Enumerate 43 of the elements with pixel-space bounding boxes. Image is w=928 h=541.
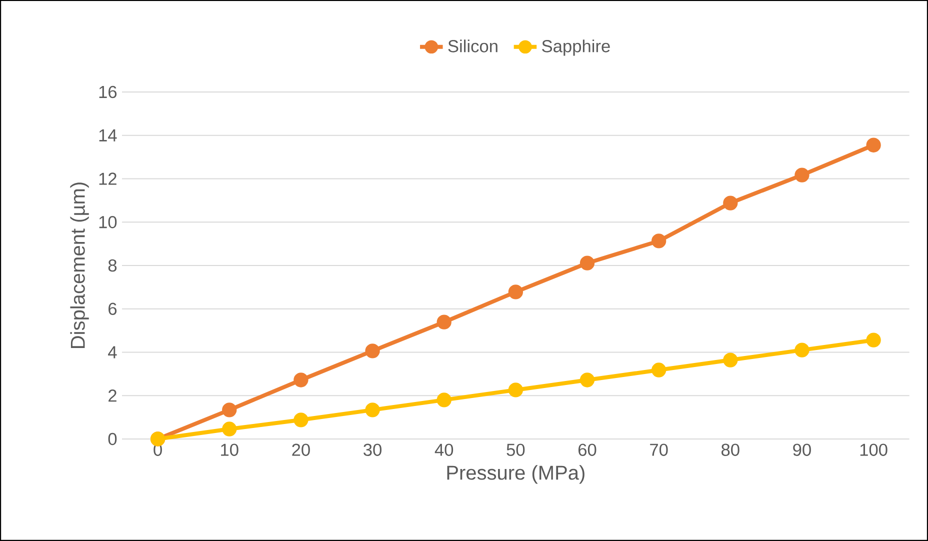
point: [294, 412, 308, 428]
y-tick-label: 2: [108, 390, 116, 402]
x-axis-title: Pressure (MPa): [447, 465, 584, 484]
point: [222, 402, 237, 418]
x-tick-label: 70: [650, 444, 668, 456]
point: [508, 382, 524, 398]
point: [436, 392, 452, 408]
y-tick-label: 14: [99, 129, 117, 142]
point: [580, 372, 595, 388]
point: [866, 138, 881, 152]
y-tick-label: 12: [99, 172, 116, 185]
x-tick-label: 100: [860, 444, 888, 456]
x-tick-label: 30: [364, 444, 382, 456]
point: [580, 256, 595, 270]
x-tick-label: 50: [506, 444, 525, 456]
point: [723, 352, 738, 368]
x-tick-label: 90: [793, 444, 811, 456]
x-tick-label: 20: [292, 444, 310, 456]
point: [723, 196, 738, 210]
y-tick-label: 16: [99, 86, 117, 98]
legend-label: Sapphire: [542, 40, 610, 56]
y-axis-title: Displacement (µm): [70, 182, 89, 348]
x-tick-label: 10: [221, 444, 238, 456]
y-tick-label: 10: [99, 216, 117, 228]
point: [294, 372, 308, 388]
point: [651, 234, 666, 248]
point: [365, 344, 380, 358]
legend-label: Silicon: [448, 40, 498, 52]
point: [651, 362, 666, 378]
point: [794, 168, 810, 182]
point: [222, 422, 237, 436]
point: [365, 402, 380, 418]
y-tick-label: 0: [108, 432, 117, 446]
y-tick-label: 6: [108, 302, 117, 315]
point: [508, 284, 524, 300]
point: [866, 332, 881, 348]
y-tick-label: 8: [108, 259, 117, 272]
point: [794, 342, 810, 358]
x-tick-label: 80: [722, 444, 740, 456]
x-tick-label: 40: [434, 444, 454, 456]
y-tick-label: 4: [108, 346, 117, 358]
x-tick-label: 60: [578, 444, 596, 456]
point: [436, 314, 452, 330]
